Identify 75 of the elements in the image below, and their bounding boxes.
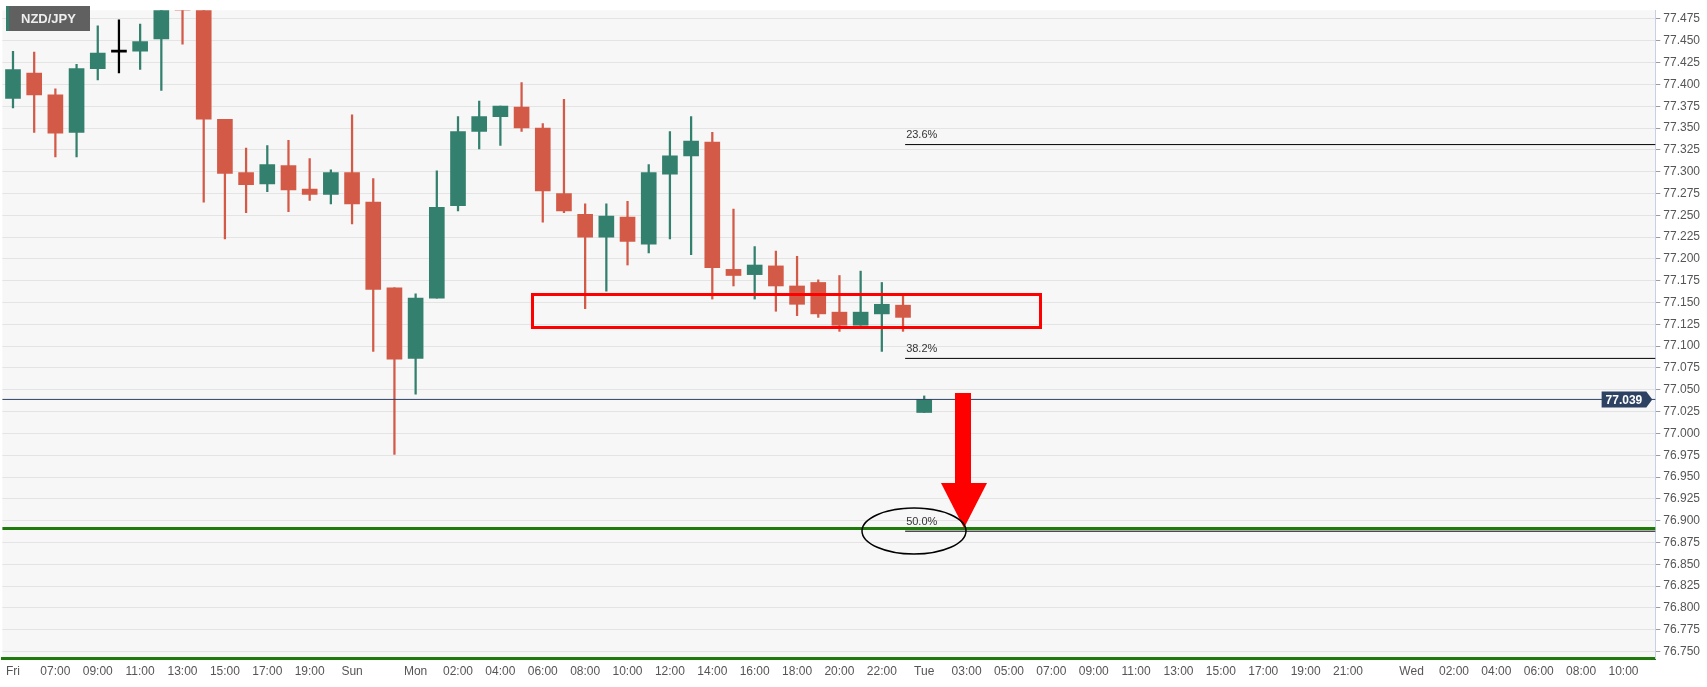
x-tick-label: 06:00 xyxy=(527,664,559,679)
y-tick-label: 76.850 xyxy=(1663,556,1701,571)
x-tick-label: 03:00 xyxy=(951,664,982,679)
x-tick-label: 11:00 xyxy=(1121,664,1152,679)
annotation: 38.2% xyxy=(906,341,938,354)
x-tick-label: 20:00 xyxy=(824,664,855,679)
y-tick-label: 76.875 xyxy=(1663,534,1701,549)
x-tick-label: 18:00 xyxy=(782,664,813,679)
y-tick-label: 77.150 xyxy=(1663,294,1701,309)
x-tick-label: 15:00 xyxy=(209,664,241,679)
x-tick-label: Wed xyxy=(1399,664,1424,679)
annotation: 50.0% xyxy=(906,514,938,527)
y-tick-label: 77.275 xyxy=(1663,185,1701,200)
x-tick-label: 14:00 xyxy=(697,664,728,679)
x-tick-label: 08:00 xyxy=(1566,664,1597,679)
x-tick-label: Tue xyxy=(914,664,935,679)
y-tick-label: 76.925 xyxy=(1663,491,1701,506)
candlestick xyxy=(492,105,509,146)
y-tick-label: 76.975 xyxy=(1663,447,1701,462)
x-tick-label: 17:00 xyxy=(252,664,283,679)
chart-title: NZD/JPY xyxy=(6,6,90,31)
y-tick-label: 77.175 xyxy=(1663,273,1701,288)
y-tick-label: 76.900 xyxy=(1663,513,1701,528)
x-tick-label: 16:00 xyxy=(739,664,771,679)
x-tick-label: Mon xyxy=(403,664,428,679)
x-tick-label: 19:00 xyxy=(294,664,326,679)
y-tick-label: 76.825 xyxy=(1663,578,1701,593)
y-tick-label: 77.200 xyxy=(1663,251,1701,266)
x-tick-label: 09:00 xyxy=(1078,664,1110,679)
y-tick-label: 77.075 xyxy=(1663,360,1701,375)
ref-line-label: 77.039 xyxy=(1605,392,1643,407)
y-tick-label: 76.800 xyxy=(1663,600,1701,615)
x-tick-label: 02:00 xyxy=(442,664,474,679)
x-tick-label: 08:00 xyxy=(570,664,601,679)
x-tick-label: 07:00 xyxy=(1036,664,1067,679)
x-tick-label: 19:00 xyxy=(1290,664,1321,679)
candlestick xyxy=(725,208,742,287)
x-tick-label: 12:00 xyxy=(654,664,686,679)
y-tick-label: 77.225 xyxy=(1663,229,1701,244)
y-tick-label: 77.300 xyxy=(1663,163,1701,178)
x-tick-label: 22:00 xyxy=(866,664,898,679)
y-tick-label: 77.450 xyxy=(1663,33,1701,48)
x-tick-label: 21:00 xyxy=(1333,664,1364,679)
x-tick-label: 13:00 xyxy=(1163,664,1194,679)
y-tick-label: 77.025 xyxy=(1663,403,1701,418)
y-tick-label: 76.775 xyxy=(1663,622,1701,637)
x-tick-label: Fri xyxy=(6,664,20,679)
x-tick-label: 04:00 xyxy=(1481,664,1512,679)
y-tick-label: 77.400 xyxy=(1663,76,1701,91)
y-tick-label: 76.750 xyxy=(1663,643,1701,658)
x-tick-label: 11:00 xyxy=(125,664,156,679)
y-tick-label: 77.000 xyxy=(1663,425,1701,440)
y-tick-label: 77.425 xyxy=(1663,54,1701,69)
y-tick-label: 76.950 xyxy=(1663,469,1701,484)
x-tick-label: 02:00 xyxy=(1438,664,1470,679)
y-tick-label: 77.375 xyxy=(1663,98,1701,113)
x-tick-label: 17:00 xyxy=(1248,664,1279,679)
x-tick-label: 06:00 xyxy=(1523,664,1555,679)
x-tick-label: Sun xyxy=(341,664,363,679)
y-tick-label: 77.250 xyxy=(1663,207,1701,222)
y-tick-label: 77.125 xyxy=(1663,316,1701,331)
x-tick-label: 10:00 xyxy=(1608,664,1639,679)
x-tick-label: 13:00 xyxy=(167,664,198,679)
x-tick-label: 09:00 xyxy=(82,664,114,679)
y-tick-label: 77.325 xyxy=(1663,142,1701,157)
y-tick-label: 77.100 xyxy=(1663,338,1701,353)
x-tick-label: 05:00 xyxy=(993,664,1025,679)
x-tick-label: 04:00 xyxy=(485,664,516,679)
y-tick-label: 77.350 xyxy=(1663,120,1701,135)
annotation: 23.6% xyxy=(906,128,938,141)
y-tick-label: 77.050 xyxy=(1663,382,1701,397)
y-tick-label: 77.475 xyxy=(1663,11,1701,26)
x-tick-label: 07:00 xyxy=(40,664,71,679)
x-tick-label: 15:00 xyxy=(1205,664,1237,679)
x-tick-label: 10:00 xyxy=(612,664,643,679)
